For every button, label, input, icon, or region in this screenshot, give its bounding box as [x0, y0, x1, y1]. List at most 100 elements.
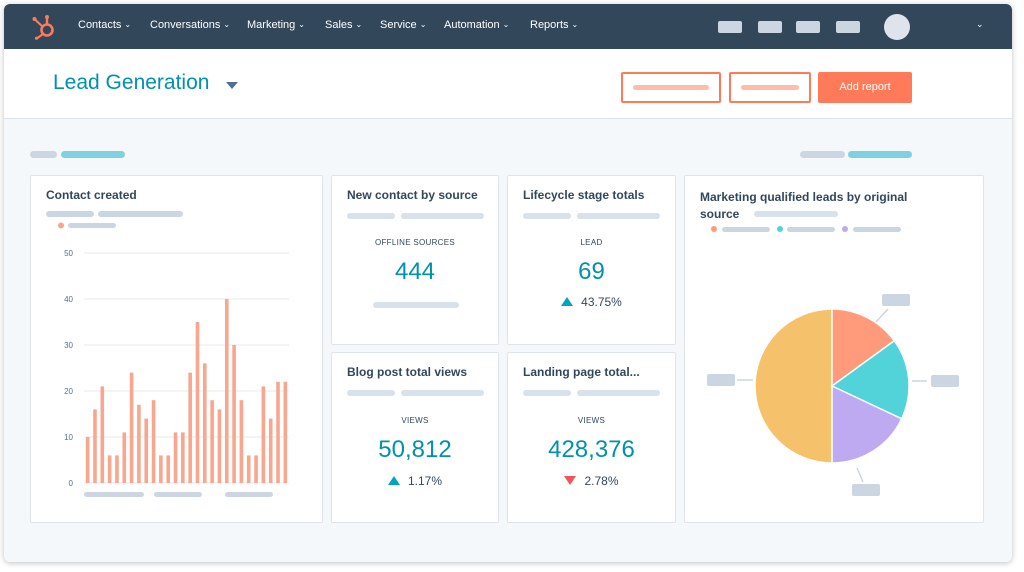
bar[interactable]: [224, 299, 229, 483]
bar[interactable]: [122, 432, 127, 483]
chevron-down-icon: ⌄: [124, 20, 132, 29]
metric-value: 69: [578, 258, 605, 285]
bar[interactable]: [203, 363, 207, 483]
card-mql-by-original-source[interactable]: Marketing qualified leads by original sou…: [684, 175, 984, 523]
y-tick-label: 20: [64, 387, 73, 396]
bar[interactable]: [181, 432, 185, 483]
bar[interactable]: [137, 404, 141, 483]
account-chevron-down-icon[interactable]: ⌄: [976, 19, 984, 29]
bar[interactable]: [85, 437, 90, 483]
caret-down-icon[interactable]: [226, 82, 238, 89]
hubspot-logo[interactable]: [31, 14, 57, 40]
subtitle-placeholder: [347, 213, 395, 219]
bar[interactable]: [261, 386, 266, 483]
nav-item-service[interactable]: Service ⌄: [380, 19, 427, 31]
bar[interactable]: [100, 386, 105, 483]
bar[interactable]: [151, 400, 156, 483]
bar[interactable]: [276, 381, 280, 483]
bar[interactable]: [210, 400, 214, 483]
card-blog-post-total-views[interactable]: Blog post total views VIEWS 50,812 1.17%: [331, 352, 499, 523]
nav-utility-icon[interactable]: [758, 21, 782, 33]
card-title: Lifecycle stage totals: [523, 188, 645, 202]
metric-delta: 1.17%: [332, 474, 498, 488]
y-tick-label: 50: [64, 249, 73, 258]
nav-item-automation[interactable]: Automation ⌄: [444, 19, 510, 31]
chevron-down-icon: ⌄: [223, 20, 231, 29]
metric-delta: 2.78%: [508, 474, 675, 488]
bar[interactable]: [195, 322, 200, 483]
bar[interactable]: [254, 455, 258, 483]
subtitle-placeholder: [46, 211, 94, 217]
filter-placeholder-active[interactable]: [848, 151, 912, 158]
y-tick-label: 0: [69, 479, 74, 488]
bar[interactable]: [129, 372, 134, 483]
pie-slice[interactable]: [831, 384, 903, 464]
nav-utility-icon[interactable]: [796, 21, 820, 33]
bar[interactable]: [159, 455, 163, 483]
subtitle-placeholder: [347, 390, 395, 396]
bar[interactable]: [188, 372, 192, 483]
card-contact-created[interactable]: Contact created 0 10 20 30 40 50: [30, 175, 323, 523]
header-action-button[interactable]: [729, 72, 811, 103]
metric-footer-placeholder: [373, 302, 459, 308]
subtitle-placeholder: [754, 211, 838, 217]
page-title[interactable]: Lead Generation: [53, 71, 210, 94]
nav-utility-icon[interactable]: [718, 21, 742, 33]
trend-down-icon: [564, 476, 577, 485]
nav-item-marketing[interactable]: Marketing ⌄: [247, 19, 305, 31]
x-axis-label-placeholder: [225, 492, 273, 497]
card-lifecycle-stage-totals[interactable]: Lifecycle stage totals LEAD 69 43.75%: [507, 175, 676, 345]
subtitle-placeholder: [523, 213, 571, 219]
trend-up-icon: [387, 476, 400, 485]
top-navigation: Contacts ⌄ Conversations ⌄ Marketing ⌄ Sale…: [4, 4, 1012, 49]
pie-slice[interactable]: [754, 308, 833, 464]
pie-slice[interactable]: [831, 308, 896, 388]
subtitle-placeholder: [523, 390, 571, 396]
card-landing-page-total[interactable]: Landing page total... VIEWS 428,376 2.78…: [507, 352, 676, 523]
bar[interactable]: [283, 381, 288, 483]
metric-value: 50,812: [378, 436, 452, 463]
pie-label-placeholder: [852, 484, 880, 496]
button-label-placeholder: [741, 85, 799, 90]
nav-item-conversations[interactable]: Conversations ⌄: [150, 19, 231, 31]
pie-slice[interactable]: [830, 339, 910, 420]
bar[interactable]: [217, 409, 222, 483]
chevron-down-icon: ⌄: [419, 20, 427, 29]
header-action-button[interactable]: [621, 72, 721, 103]
metric-label: VIEWS: [401, 416, 429, 425]
bar[interactable]: [93, 409, 97, 483]
chevron-down-icon: ⌄: [571, 20, 579, 29]
legend-swatch: [777, 226, 783, 232]
legend-label-placeholder: [787, 227, 835, 232]
metric-delta: 43.75%: [508, 295, 675, 309]
nav-utility-icon[interactable]: [836, 21, 860, 33]
bar[interactable]: [232, 345, 236, 483]
subtitle-placeholder: [577, 213, 660, 219]
add-report-button[interactable]: Add report: [818, 72, 912, 103]
nav-item-sales[interactable]: Sales ⌄: [325, 19, 363, 31]
metric-label: LEAD: [580, 238, 603, 247]
trend-up-icon: [561, 297, 574, 306]
filter-placeholder: [800, 151, 845, 158]
pie-label-placeholder: [707, 374, 735, 386]
app-window: Contacts ⌄ Conversations ⌄ Marketing ⌄ Sale…: [4, 4, 1012, 562]
mql-pie-chart: [707, 226, 959, 496]
bar[interactable]: [115, 455, 119, 483]
filter-placeholder-active[interactable]: [61, 151, 125, 158]
card-new-contact-by-source[interactable]: New contact by source OFFLINE SOURCES 44…: [331, 175, 499, 345]
bar[interactable]: [246, 455, 251, 483]
subtitle-placeholder: [401, 213, 484, 219]
y-tick-label: 10: [64, 433, 73, 442]
x-axis-label-placeholder: [154, 492, 202, 497]
bar[interactable]: [239, 400, 244, 483]
nav-item-reports[interactable]: Reports ⌄: [530, 19, 579, 31]
bar[interactable]: [107, 455, 112, 483]
bar[interactable]: [268, 418, 273, 483]
card-title: Landing page total...: [523, 365, 640, 379]
avatar[interactable]: [884, 14, 910, 40]
bar[interactable]: [144, 418, 149, 483]
bar[interactable]: [166, 455, 170, 483]
nav-item-contacts[interactable]: Contacts ⌄: [78, 19, 132, 31]
bar[interactable]: [173, 432, 178, 483]
legend-label-placeholder: [722, 227, 770, 232]
